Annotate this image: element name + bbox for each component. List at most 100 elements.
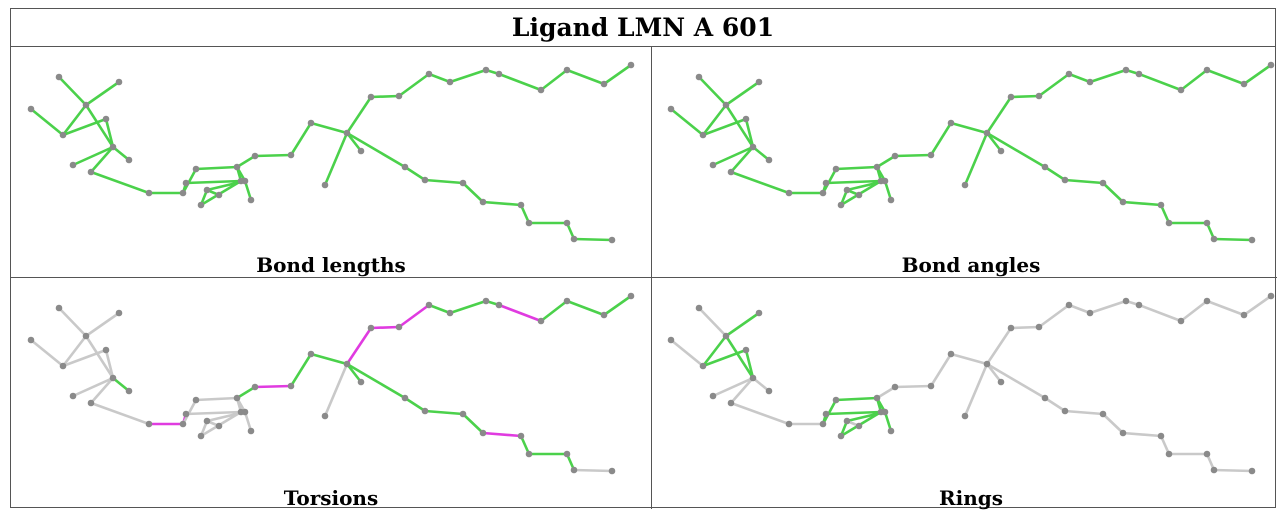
bond xyxy=(1101,412,1125,435)
bond xyxy=(1037,303,1071,329)
atom xyxy=(459,179,467,187)
bond xyxy=(963,362,989,418)
atom xyxy=(855,191,863,199)
atom xyxy=(1267,292,1275,300)
bond xyxy=(1179,299,1209,323)
atom xyxy=(115,78,123,86)
bond xyxy=(1101,181,1125,204)
atom xyxy=(446,78,454,86)
atom xyxy=(321,181,329,189)
bond xyxy=(824,410,883,416)
atom xyxy=(241,177,249,185)
atom xyxy=(69,392,77,400)
atom xyxy=(722,101,730,109)
bond xyxy=(1043,165,1067,182)
bond xyxy=(701,103,728,137)
atom xyxy=(709,161,717,169)
bond xyxy=(949,352,989,366)
atom xyxy=(401,163,409,171)
bond xyxy=(323,362,349,418)
bond xyxy=(729,401,791,426)
bond xyxy=(1137,72,1183,92)
atom xyxy=(927,382,935,390)
bond xyxy=(71,145,115,167)
atom xyxy=(307,119,315,127)
atom xyxy=(1165,450,1173,458)
bond xyxy=(729,376,755,405)
atom xyxy=(215,191,223,199)
atom xyxy=(102,346,110,354)
atom xyxy=(459,410,467,418)
atom xyxy=(179,189,187,197)
bond xyxy=(61,334,88,368)
atom xyxy=(482,66,490,74)
atom xyxy=(785,189,793,197)
bond xyxy=(89,145,115,174)
atom xyxy=(570,466,578,474)
bond xyxy=(824,179,883,185)
bond xyxy=(345,131,363,153)
atom xyxy=(59,362,67,370)
atom xyxy=(887,427,895,435)
atom xyxy=(722,332,730,340)
bond xyxy=(29,107,65,137)
bond xyxy=(427,72,452,84)
caption-torsions: Torsions xyxy=(283,486,379,510)
bond xyxy=(253,153,293,158)
bond xyxy=(104,348,115,380)
bond xyxy=(194,165,239,171)
atom xyxy=(570,235,578,243)
bond xyxy=(84,311,121,338)
molecule-rings xyxy=(667,292,1275,475)
bond xyxy=(701,117,748,137)
bond xyxy=(497,303,543,323)
bond xyxy=(669,338,705,368)
atom xyxy=(822,179,830,187)
atom xyxy=(482,297,490,305)
panel-torsions: Torsions xyxy=(11,278,651,510)
bond xyxy=(369,325,401,330)
atom xyxy=(983,129,991,137)
atom xyxy=(822,410,830,418)
bond xyxy=(448,68,488,84)
atom xyxy=(1157,432,1165,440)
bond xyxy=(89,376,115,405)
bond xyxy=(403,165,427,182)
atom xyxy=(997,378,1005,386)
bond xyxy=(985,95,1013,135)
atom xyxy=(837,201,845,209)
atom xyxy=(321,412,329,420)
bond xyxy=(71,376,115,398)
bond xyxy=(985,362,1047,400)
atom xyxy=(709,392,717,400)
atom xyxy=(947,350,955,358)
bond xyxy=(345,326,373,366)
bond xyxy=(323,131,349,187)
atom xyxy=(367,93,375,101)
bond xyxy=(104,117,115,149)
bond xyxy=(235,154,257,169)
bond xyxy=(1063,409,1105,416)
atom xyxy=(1099,179,1107,187)
atom xyxy=(855,422,863,430)
atom xyxy=(667,336,675,344)
bond xyxy=(834,396,879,402)
bond xyxy=(403,396,427,413)
bond xyxy=(963,131,989,187)
atom xyxy=(287,151,295,159)
bond xyxy=(29,338,65,368)
atom xyxy=(881,177,889,185)
atom xyxy=(742,346,750,354)
atom xyxy=(891,383,899,391)
atom xyxy=(115,309,123,317)
bond xyxy=(481,200,523,207)
atom xyxy=(307,350,315,358)
bond xyxy=(235,385,257,400)
atom xyxy=(55,73,63,81)
atom xyxy=(517,432,525,440)
bond xyxy=(985,131,1003,153)
atom xyxy=(192,396,200,404)
bond xyxy=(61,117,108,137)
bond xyxy=(345,362,363,384)
ligand-title: Ligand LMN A 601 xyxy=(11,9,1275,47)
